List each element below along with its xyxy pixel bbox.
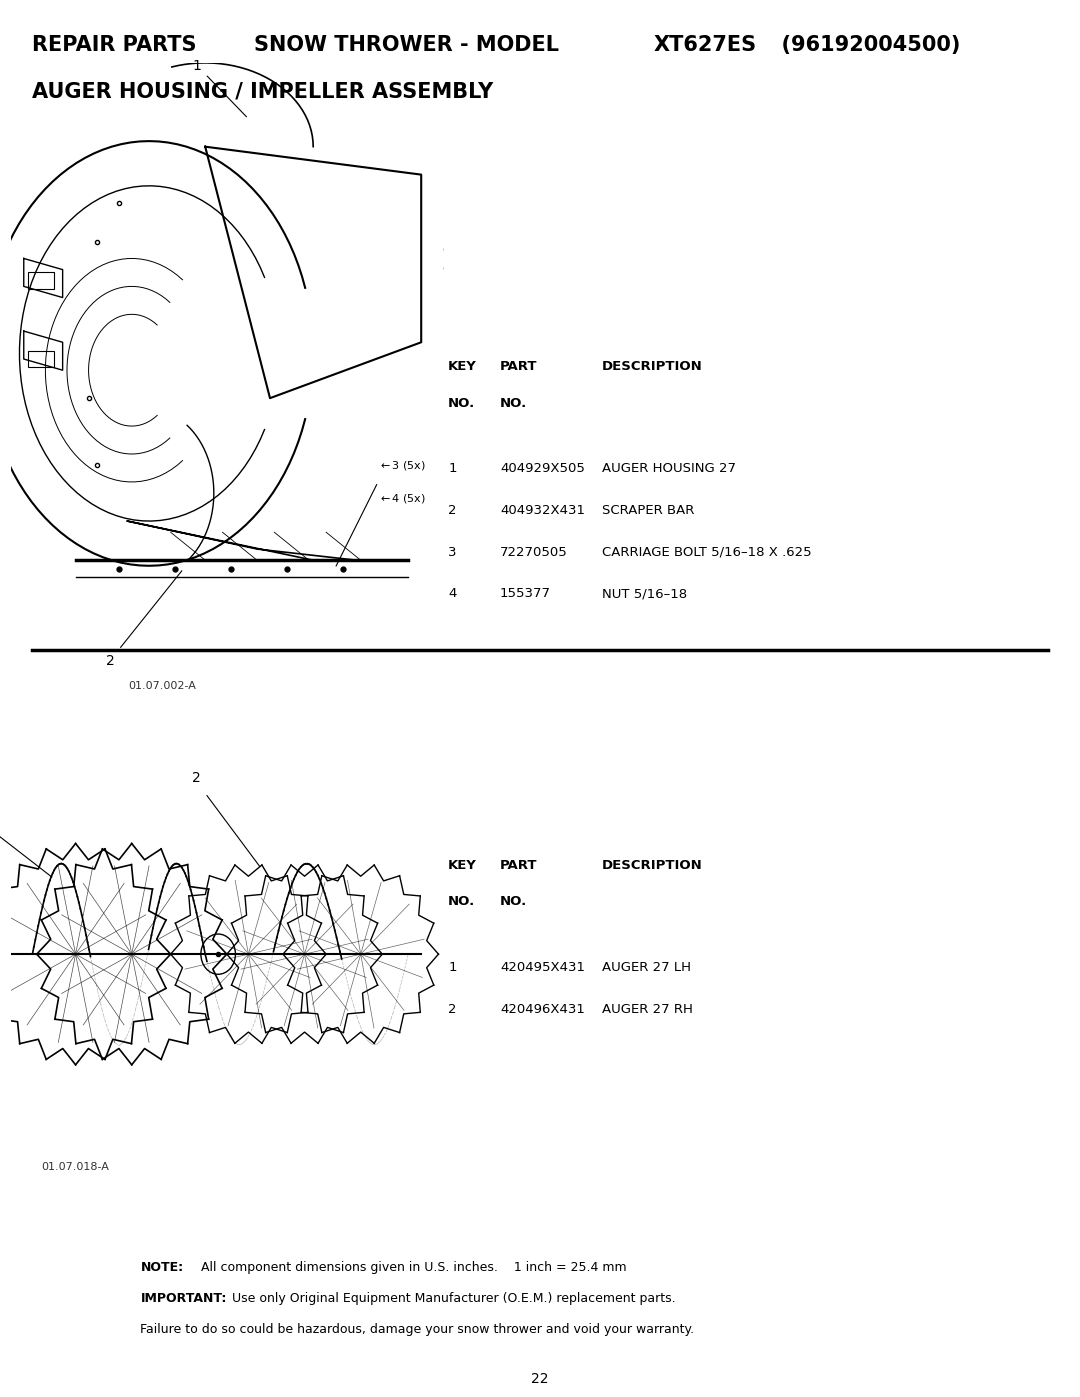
Text: KEY: KEY xyxy=(448,360,477,373)
Text: 420496X431: 420496X431 xyxy=(500,1003,585,1016)
Text: REPAIR PARTS: REPAIR PARTS xyxy=(32,35,197,54)
Text: NO.: NO. xyxy=(500,895,527,908)
Text: $\leftarrow$3 (5x): $\leftarrow$3 (5x) xyxy=(378,458,426,472)
Text: 2: 2 xyxy=(106,654,114,668)
Text: 1: 1 xyxy=(192,59,201,73)
Text: AUGER 27 RH: AUGER 27 RH xyxy=(602,1003,692,1016)
Text: 155377: 155377 xyxy=(500,587,551,601)
Text: 72270505: 72270505 xyxy=(500,546,568,559)
Text: 3: 3 xyxy=(448,546,457,559)
Text: KEY: KEY xyxy=(448,859,477,872)
Text: CARRIAGE BOLT 5/16–18 X .625: CARRIAGE BOLT 5/16–18 X .625 xyxy=(602,546,811,559)
Text: XT627ES: XT627ES xyxy=(653,35,756,54)
Text: NOTE:: NOTE: xyxy=(140,1261,184,1274)
Text: NO.: NO. xyxy=(448,895,475,908)
Text: NO.: NO. xyxy=(448,397,475,409)
Text: 2: 2 xyxy=(448,1003,457,1016)
Bar xyxy=(28,272,54,289)
Text: All component dimensions given in U.S. inches.    1 inch = 25.4 mm: All component dimensions given in U.S. i… xyxy=(201,1261,626,1274)
Text: AUGER 27 LH: AUGER 27 LH xyxy=(602,961,690,974)
Text: Failure to do so could be hazardous, damage your snow thrower and void your warr: Failure to do so could be hazardous, dam… xyxy=(140,1323,694,1336)
Text: 01.07.018-A: 01.07.018-A xyxy=(42,1162,109,1172)
Text: 4: 4 xyxy=(448,587,457,601)
Text: PART: PART xyxy=(500,360,538,373)
Text: AUGER HOUSING 27: AUGER HOUSING 27 xyxy=(602,462,735,475)
Text: 404929X505: 404929X505 xyxy=(500,462,585,475)
Text: 420495X431: 420495X431 xyxy=(500,961,585,974)
Text: 1: 1 xyxy=(448,961,457,974)
Text: 404932X431: 404932X431 xyxy=(500,504,585,517)
Text: NUT 5/16–18: NUT 5/16–18 xyxy=(602,587,687,601)
Text: PART: PART xyxy=(500,859,538,872)
Text: DESCRIPTION: DESCRIPTION xyxy=(602,859,702,872)
Text: 2: 2 xyxy=(192,771,201,785)
Text: 01.07.002-A: 01.07.002-A xyxy=(129,680,195,690)
Text: 1: 1 xyxy=(448,462,457,475)
Text: NO.: NO. xyxy=(500,397,527,409)
Text: SNOW THROWER - MODEL: SNOW THROWER - MODEL xyxy=(254,35,573,54)
Text: 2: 2 xyxy=(448,504,457,517)
Text: AUGER HOUSING / IMPELLER ASSEMBLY: AUGER HOUSING / IMPELLER ASSEMBLY xyxy=(32,81,494,101)
Bar xyxy=(28,351,54,367)
Text: Use only Original Equipment Manufacturer (O.E.M.) replacement parts.: Use only Original Equipment Manufacturer… xyxy=(232,1292,676,1305)
Text: 22: 22 xyxy=(531,1372,549,1386)
Text: IMPORTANT:: IMPORTANT: xyxy=(140,1292,227,1305)
Text: SCRAPER BAR: SCRAPER BAR xyxy=(602,504,694,517)
Text: (96192004500): (96192004500) xyxy=(767,35,960,54)
Text: DESCRIPTION: DESCRIPTION xyxy=(602,360,702,373)
Text: $\leftarrow$4 (5x): $\leftarrow$4 (5x) xyxy=(378,492,426,506)
